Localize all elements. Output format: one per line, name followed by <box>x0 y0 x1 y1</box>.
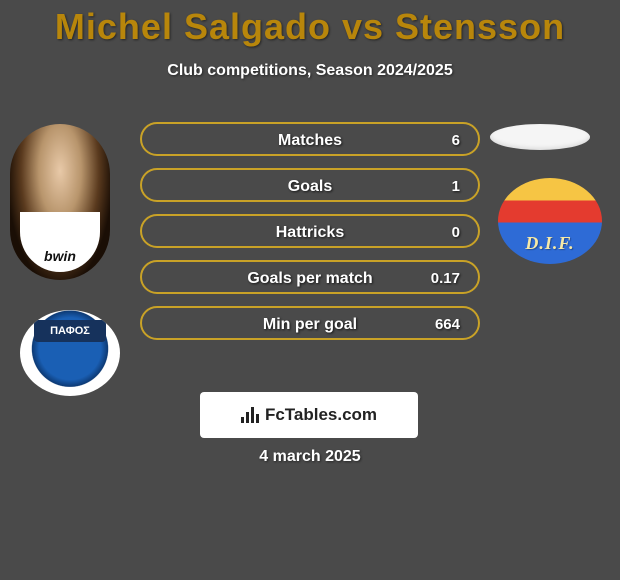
subtitle: Club competitions, Season 2024/2025 <box>0 62 620 80</box>
player-right-placeholder <box>490 124 590 150</box>
stat-rows: Matches 6 Goals 1 Hattricks 0 Goals per … <box>140 122 480 352</box>
stat-right-value: 664 <box>435 308 460 338</box>
player-left-sponsor: bwin <box>10 248 110 264</box>
stat-label: Hattricks <box>142 216 478 246</box>
stat-right-value: 6 <box>452 124 460 154</box>
stat-row: Goals per match 0.17 <box>140 260 480 294</box>
club-right-badge: D.I.F. <box>498 178 602 264</box>
title: Michel Salgado vs Stensson <box>0 0 620 48</box>
club-right-text: D.I.F. <box>498 233 602 254</box>
stat-label: Min per goal <box>142 308 478 338</box>
stat-row: Min per goal 664 <box>140 306 480 340</box>
stat-right-value: 0.17 <box>431 262 460 292</box>
date: 4 march 2025 <box>0 448 620 466</box>
stat-row: Matches 6 <box>140 122 480 156</box>
stat-right-value: 1 <box>452 170 460 200</box>
club-left-badge: ΠΑΦΟΣ <box>20 310 120 396</box>
stat-row: Goals 1 <box>140 168 480 202</box>
stat-label: Matches <box>142 124 478 154</box>
stat-label: Goals <box>142 170 478 200</box>
logo-text: FcTables.com <box>265 405 377 424</box>
comparison-card: Michel Salgado vs Stensson Club competit… <box>0 0 620 580</box>
player-left-photo: bwin <box>10 124 110 280</box>
stat-label: Goals per match <box>142 262 478 292</box>
club-left-banner: ΠΑΦΟΣ <box>34 320 106 342</box>
stat-row: Hattricks 0 <box>140 214 480 248</box>
fctables-logo: FcTables.com <box>200 392 418 438</box>
stat-right-value: 0 <box>452 216 460 246</box>
bars-icon <box>241 407 259 423</box>
